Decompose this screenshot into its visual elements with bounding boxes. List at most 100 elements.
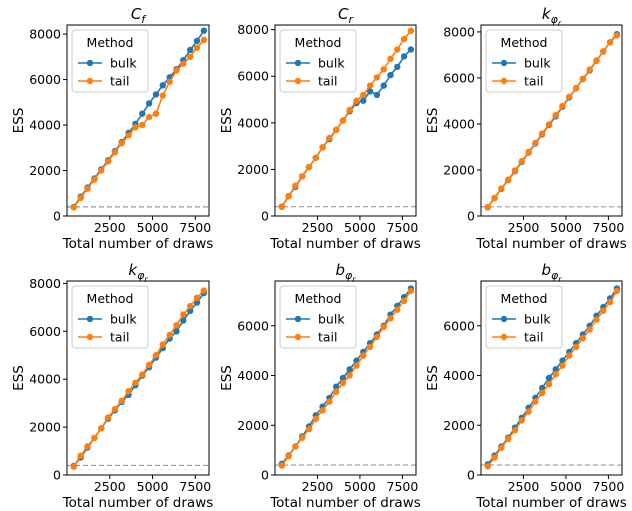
- data-point-tail: [532, 139, 539, 146]
- data-point-tail: [319, 407, 326, 414]
- data-point-tail: [173, 322, 180, 329]
- data-point-tail: [104, 414, 112, 421]
- data-point-tail: [278, 462, 285, 469]
- y-axis-label: ESS: [425, 365, 441, 391]
- legend-title: Method: [295, 35, 342, 50]
- data-point-tail: [159, 92, 166, 99]
- data-point-tail: [593, 316, 600, 323]
- legend-marker-tail: [500, 333, 508, 341]
- data-point-tail: [373, 74, 381, 81]
- data-point-tail: [366, 343, 374, 351]
- data-point-bulk: [139, 110, 146, 117]
- data-point-tail: [380, 323, 387, 331]
- x-axis-label: Total number of draws: [269, 495, 421, 511]
- legend-label-bulk: bulk: [110, 56, 137, 71]
- data-point-bulk: [180, 317, 187, 324]
- data-point-tail: [180, 60, 187, 67]
- data-point-tail: [498, 444, 505, 451]
- data-point-tail: [346, 372, 353, 379]
- y-axis-label: ESS: [219, 365, 235, 391]
- plot-frame: [274, 24, 417, 217]
- legend: Method bulk tail: [485, 29, 563, 93]
- data-point-bulk: [346, 366, 353, 373]
- data-point-tail: [353, 362, 360, 369]
- data-point-tail: [125, 388, 132, 395]
- data-point-bulk: [394, 63, 401, 71]
- data-point-tail: [285, 193, 292, 200]
- x-axis-label: Total number of draws: [475, 495, 627, 511]
- data-point-tail: [380, 66, 387, 73]
- y-tick-label: 6000: [237, 69, 269, 84]
- data-point-tail: [91, 434, 98, 442]
- data-point-tail: [394, 306, 401, 313]
- data-point-bulk: [173, 328, 180, 335]
- data-point-bulk: [193, 37, 201, 45]
- chart-panel: bφr 2500 5000 7500 0 2000 4000 6000 Total number…: [219, 261, 421, 511]
- y-tick-label: 4000: [29, 118, 61, 133]
- data-point-tail: [491, 454, 498, 461]
- data-point-tail: [491, 194, 498, 201]
- data-point-bulk: [552, 366, 559, 373]
- y-tick-label: 2000: [443, 418, 475, 433]
- data-point-tail: [407, 27, 415, 34]
- data-point-tail: [505, 176, 512, 183]
- data-point-tail: [394, 46, 401, 53]
- data-point-tail: [145, 113, 153, 121]
- data-point-tail: [292, 182, 299, 189]
- data-point-tail: [132, 124, 139, 131]
- data-point-tail: [193, 294, 201, 301]
- x-axis-label: Total number of draws: [269, 236, 421, 252]
- data-point-tail: [333, 388, 340, 395]
- data-point-tail: [566, 93, 573, 101]
- y-tick-label: 6000: [443, 70, 475, 85]
- y-tick-label: 2000: [443, 162, 475, 177]
- data-point-tail: [173, 67, 180, 74]
- x-tick-label: 2500: [94, 220, 126, 235]
- data-point-bulk: [200, 27, 208, 34]
- legend-marker-bulk: [294, 315, 302, 323]
- legend-marker-bulk: [86, 59, 94, 67]
- y-tick-label: 0: [261, 209, 269, 224]
- legend-title: Method: [295, 291, 342, 306]
- data-point-tail: [400, 297, 408, 305]
- legend-marker-bulk: [86, 315, 94, 323]
- legend-title: Method: [501, 291, 548, 306]
- data-point-bulk: [407, 46, 415, 53]
- y-tick-label: 4000: [237, 368, 269, 383]
- data-point-tail: [586, 326, 593, 333]
- data-point-tail: [152, 110, 160, 117]
- y-tick-label: 0: [53, 468, 61, 483]
- y-axis-label: ESS: [425, 108, 441, 134]
- legend-label-tail: tail: [524, 330, 544, 345]
- data-point-tail: [166, 78, 173, 86]
- data-point-tail: [525, 148, 532, 156]
- data-point-tail: [91, 176, 98, 183]
- data-point-tail: [319, 144, 326, 151]
- data-point-tail: [98, 425, 105, 432]
- chart-panel: Cr 2500 5000 7500 0 2000 4000 6000 8000 Total num…: [219, 5, 421, 252]
- chart-panel: bφr 2500 5000 7500 0 2000 4000 6000 Total number…: [425, 261, 627, 511]
- data-point-tail: [559, 362, 566, 369]
- data-point-tail: [552, 371, 559, 378]
- data-point-tail: [118, 397, 125, 404]
- x-tick-label: 5000: [550, 479, 582, 494]
- chart-title: Cf: [131, 5, 147, 26]
- plot-frame: [480, 24, 623, 217]
- data-point-tail: [132, 379, 139, 386]
- data-point-bulk: [187, 46, 194, 54]
- data-point-tail: [346, 106, 353, 114]
- data-point-bulk: [400, 53, 408, 60]
- x-tick-label: 5000: [137, 220, 169, 235]
- data-point-tail: [278, 203, 285, 210]
- data-point-tail: [312, 154, 319, 161]
- data-point-tail: [77, 194, 84, 201]
- legend-box: [71, 29, 149, 93]
- chart-title: kφr: [128, 261, 148, 284]
- legend-marker-tail: [86, 77, 94, 85]
- data-point-bulk: [360, 97, 367, 104]
- data-point-tail: [407, 287, 415, 295]
- data-point-tail: [305, 163, 313, 171]
- data-point-tail: [159, 341, 166, 348]
- y-tick-label: 8000: [29, 276, 61, 291]
- x-tick-label: 2500: [508, 479, 540, 494]
